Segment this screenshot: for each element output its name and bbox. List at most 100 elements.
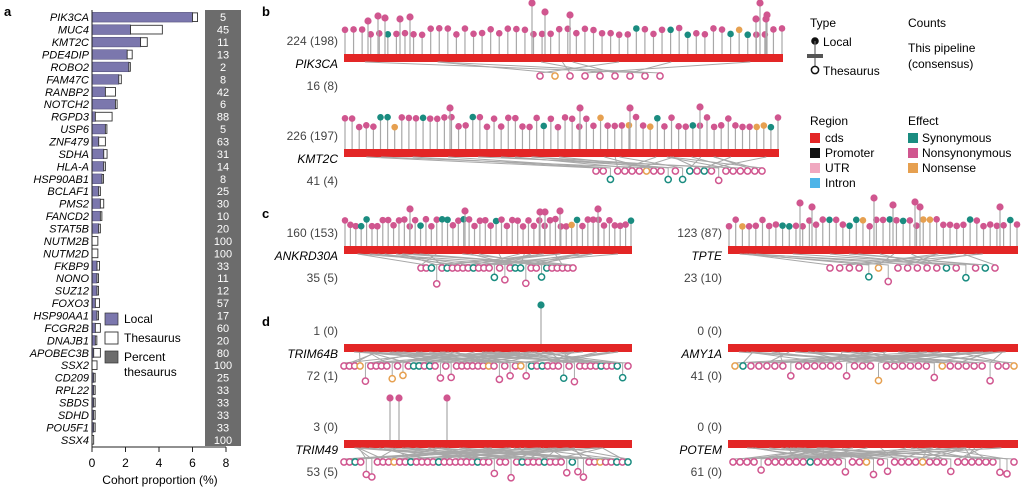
stem-thesaurus-ANKRD30A — [369, 253, 547, 266]
stem-thesaurus-ANKRD30A — [462, 253, 574, 266]
mutation-thesaurus-AMY1A — [771, 362, 779, 370]
mutation-thesaurus-POTEM — [757, 466, 765, 474]
bar-local-FANCD2 — [91, 210, 101, 222]
mutation-local-KMT2C — [455, 123, 462, 130]
mutation-thesaurus-POTEM — [785, 458, 794, 466]
mutation-local-KMT2C — [426, 115, 434, 122]
mutation-local-KMT2C — [725, 115, 732, 122]
mutation-local-TPTE — [759, 216, 766, 224]
stem-thesaurus-TPTE — [748, 253, 957, 266]
legend-region-swatch-promoter — [810, 148, 820, 158]
percent-thesaurus-PIK3CA: 5 — [220, 12, 226, 24]
legend-region-label-cds: cds — [825, 131, 844, 145]
legend-thesaurus-label: Thesaurus — [124, 331, 181, 345]
mutation-local-TPTE — [916, 203, 924, 211]
mutation-thesaurus-TRIM64B — [624, 362, 632, 370]
mutation-local-TPTE — [826, 216, 833, 224]
stem-thesaurus-KMT2C — [669, 156, 763, 169]
mutation-thesaurus-TRIM49 — [557, 458, 566, 466]
stem-thesaurus-POTEM — [769, 447, 874, 472]
mutation-local-TPTE — [886, 216, 894, 223]
mutation-local-KMT2C — [639, 122, 647, 129]
mutation-thesaurus-POTEM — [771, 458, 780, 466]
gene-label-SSX4: SSX4 — [61, 435, 89, 447]
mutation-local-PIK3CA — [778, 25, 786, 32]
mutation-local-KMT2C — [533, 114, 540, 122]
mutation-local-KMT2C — [341, 115, 349, 122]
stem-thesaurus-ANKRD30A — [525, 253, 578, 281]
mutation-local-PIK3CA — [756, 0, 764, 7]
mutation-thesaurus-KMT2C — [628, 167, 636, 175]
mutation-local-PIK3CA — [650, 30, 657, 38]
x-tick-label-8: 8 — [223, 456, 230, 470]
stem-thesaurus-AMY1A — [841, 351, 983, 364]
mutation-thesaurus-TRIM49 — [579, 473, 588, 481]
stem-thesaurus-TRIM64B — [354, 351, 505, 364]
percent-thesaurus-MUC4: 45 — [217, 25, 229, 37]
percent-thesaurus-RANBP2: 42 — [217, 87, 229, 99]
mutation-local-KMT2C — [774, 114, 782, 121]
mutation-local-PIK3CA — [487, 26, 494, 33]
mutation-thesaurus-KMT2C — [664, 175, 673, 184]
lollipop-PIK3CA: 224 (198) PIK3CA 16 (8) — [287, 0, 786, 93]
mutation-local-KMT2C — [703, 114, 711, 121]
mutation-thesaurus-TPTE — [855, 264, 863, 272]
mutation-thesaurus-TRIM49 — [484, 458, 493, 466]
bar-thesaurus-CD209 — [93, 372, 96, 383]
mutation-thesaurus-KMT2C — [671, 167, 680, 175]
bar-thesaurus-RPL22 — [93, 385, 96, 395]
mutation-local-PIK3CA — [607, 29, 614, 37]
mutation-local-TPTE — [806, 217, 813, 224]
percent-thesaurus-USP6: 5 — [220, 124, 226, 136]
bar-thesaurus-HLA-A — [103, 161, 106, 172]
stem-thesaurus-KMT2C — [448, 156, 611, 177]
mutation-thesaurus-KMT2C — [657, 167, 665, 175]
gene-label-RPL22: RPL22 — [55, 385, 89, 397]
top-count-ANKRD30A: 160 (153) — [287, 226, 338, 240]
mutation-local-TPTE — [859, 217, 867, 224]
mutation-thesaurus-POTEM — [855, 458, 864, 466]
mutation-local-TPTE — [973, 217, 981, 224]
lollipop-TRIM64B: 1 (0) TRIM64B 72 (1) — [287, 301, 632, 386]
mutation-local-KMT2C — [661, 123, 668, 130]
mutation-local-KMT2C — [682, 123, 690, 130]
mutation-local-ANKRD30A — [536, 208, 544, 216]
mutation-local-PIK3CA — [541, 8, 549, 16]
mutation-local-ANKRD30A — [438, 216, 446, 223]
mutation-local-TPTE — [796, 199, 804, 207]
mutation-thesaurus-AMY1A — [962, 362, 971, 370]
mutation-local-KMT2C — [668, 114, 675, 121]
legend-type-local-label: Local — [823, 35, 852, 49]
mutation-thesaurus-TPTE — [874, 264, 883, 272]
lollipop-panels: 224 (198) PIK3CA 16 (8) 226 (197) KMT2C 41 (4… — [274, 0, 1021, 482]
mutation-thesaurus-TPTE — [971, 264, 980, 272]
mutation-local-PIK3CA — [555, 25, 563, 33]
legend-counts-line1: This pipeline — [908, 41, 976, 55]
mutation-local-PIK3CA — [341, 26, 349, 34]
mutation-local-ANKRD30A — [594, 205, 602, 213]
mutation-thesaurus-AMY1A — [842, 372, 851, 380]
stem-thesaurus-TRIM49 — [361, 447, 562, 460]
percent-thesaurus-NUTM2B: 100 — [214, 236, 232, 248]
mutation-local-TPTE — [852, 216, 860, 224]
mutation-local-KMT2C — [646, 123, 654, 130]
mutation-local-PIK3CA — [364, 17, 372, 25]
mutation-thesaurus-TPTE — [913, 264, 922, 272]
gene-label-CD209: CD209 — [55, 373, 89, 385]
mutation-thesaurus-TPTE — [884, 277, 893, 286]
bar-thesaurus-SUZ12 — [96, 285, 99, 296]
gene-label-SSX2: SSX2 — [61, 360, 89, 372]
mutation-thesaurus-KMT2C — [714, 176, 723, 185]
mutation-thesaurus-PIK3CA — [581, 72, 589, 80]
bar-local-STAT5B — [91, 223, 99, 234]
x-tick-label-0: 0 — [89, 456, 96, 470]
mutation-thesaurus-ANKRD30A — [516, 264, 525, 272]
mutation-thesaurus-KMT2C — [635, 167, 644, 175]
bar-thesaurus-SDHD — [93, 410, 96, 420]
mutation-local-KMT2C — [490, 115, 498, 123]
mutation-thesaurus-AMY1A — [731, 362, 739, 370]
stem-thesaurus-AMY1A — [795, 351, 935, 375]
lollipop-TPTE: 123 (87) TPTE 23 (10) — [677, 194, 1021, 286]
mutation-thesaurus-TRIM49 — [507, 473, 515, 482]
mutation-local-KMT2C — [732, 122, 739, 129]
